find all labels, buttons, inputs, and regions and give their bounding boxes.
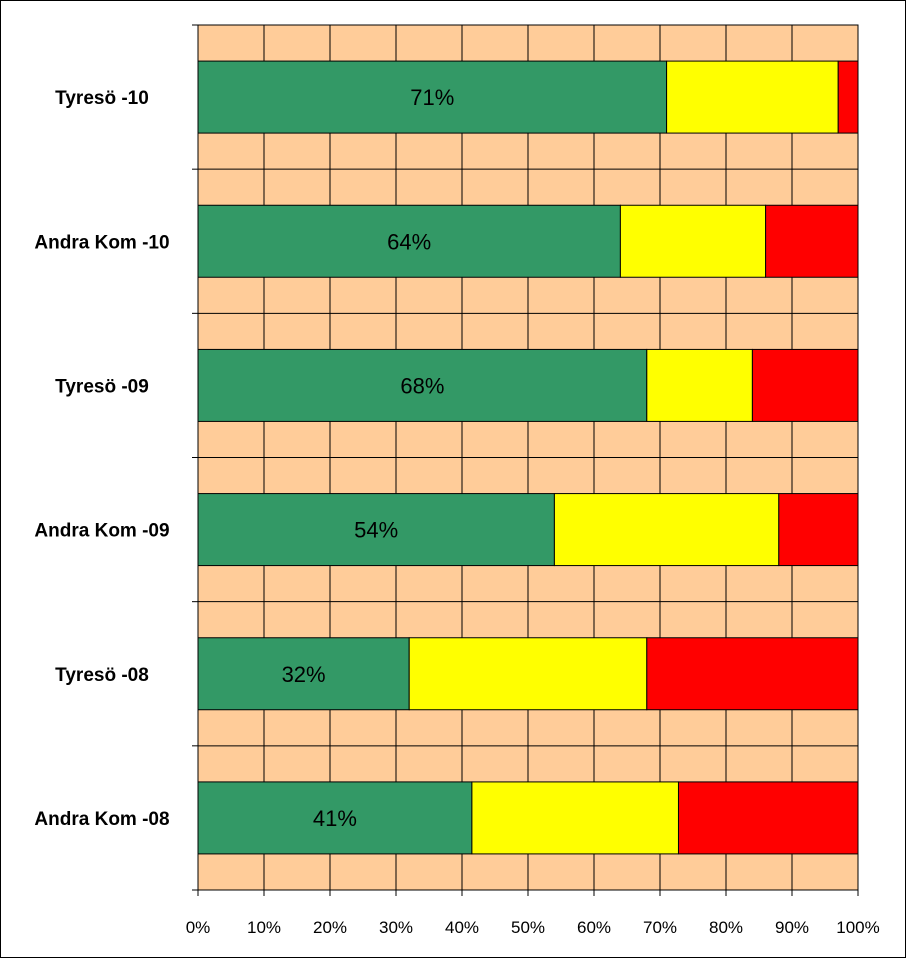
bar-segment-2	[619, 204, 767, 278]
category-label: Tyresö -09	[55, 376, 149, 397]
data-label: 68%	[400, 373, 444, 398]
x-tick-label: 70%	[643, 918, 677, 937]
data-label: 32%	[282, 662, 326, 687]
bar-segment-1	[197, 348, 648, 422]
x-tick-label: 60%	[577, 918, 611, 937]
category-label: Andra Kom -08	[34, 809, 169, 830]
bar-segment-3	[778, 493, 859, 567]
category-label: Andra Kom -09	[34, 521, 169, 542]
x-tick-label: 100%	[836, 918, 879, 937]
x-tick-label: 50%	[511, 918, 545, 937]
bar-segment-1	[197, 204, 621, 278]
data-label: 71%	[410, 85, 454, 110]
data-label: 41%	[313, 806, 357, 831]
x-tick-label: 20%	[313, 918, 347, 937]
x-tick-label: 90%	[775, 918, 809, 937]
bar-segment-3	[751, 348, 859, 422]
x-tick-label: 0%	[186, 918, 211, 937]
bar-segment-3	[677, 781, 859, 855]
bar-segment-3	[837, 60, 859, 134]
bar-segment-2	[408, 637, 648, 711]
bar-segment-3	[765, 204, 859, 278]
category-label: Andra Kom -10	[34, 232, 169, 253]
x-tick-label: 40%	[445, 918, 479, 937]
x-tick-label: 10%	[247, 918, 281, 937]
bar-segment-2	[646, 348, 753, 422]
data-label: 54%	[354, 518, 398, 543]
bar-segment-3	[646, 637, 859, 711]
bar-segment-1	[197, 781, 473, 855]
category-label: Tyresö -08	[55, 665, 149, 686]
bar-segment-2	[553, 493, 780, 567]
bar-segment-1	[197, 637, 410, 711]
bar-segment-2	[666, 60, 839, 134]
category-label: Tyresö -10	[55, 88, 149, 109]
x-tick-label: 80%	[709, 918, 743, 937]
x-tick-label: 30%	[379, 918, 413, 937]
bar-segment-2	[471, 781, 679, 855]
data-label: 64%	[387, 229, 431, 254]
bar-segment-1	[197, 60, 668, 134]
